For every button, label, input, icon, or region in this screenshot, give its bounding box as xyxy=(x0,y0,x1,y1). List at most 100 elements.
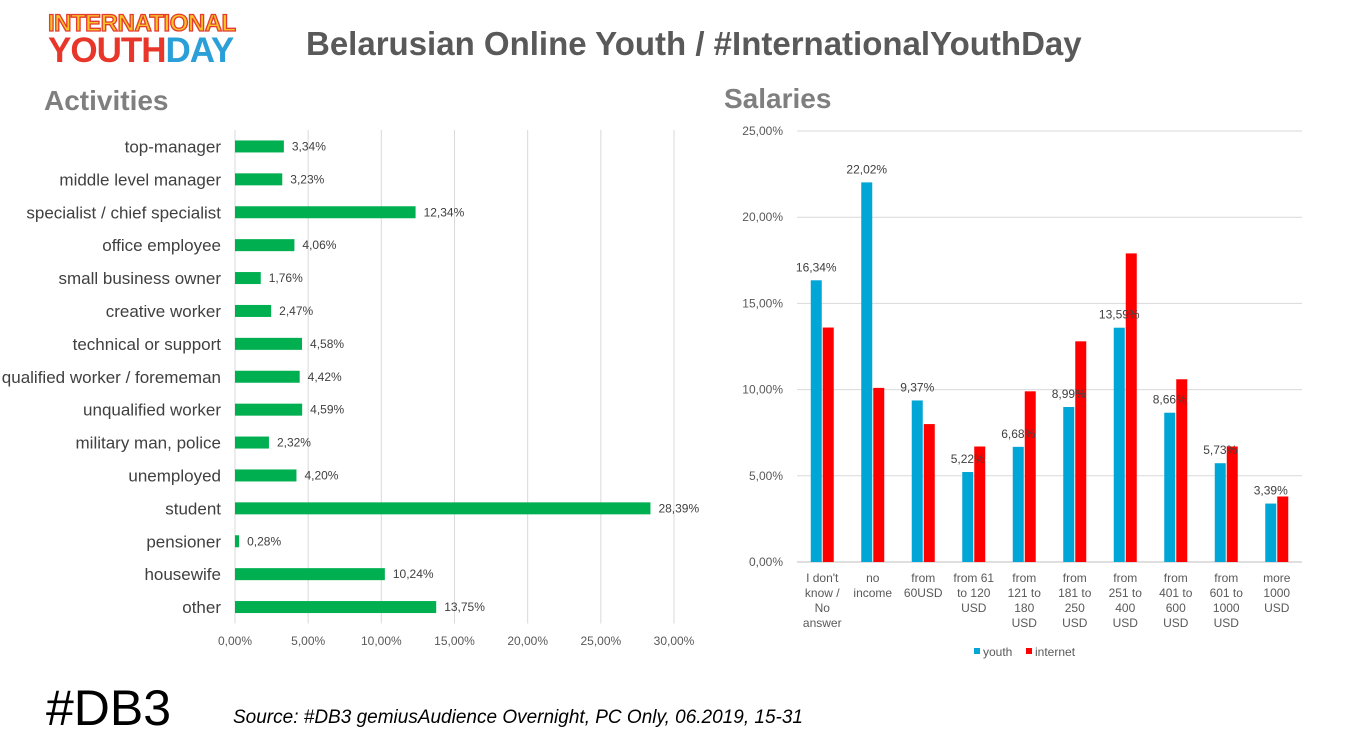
activity-value-label: 4,06% xyxy=(302,238,336,252)
salary-category-label: 400 xyxy=(1115,601,1135,615)
activity-category-label: small business owner xyxy=(58,269,221,288)
activity-category-label: unqualified worker xyxy=(83,401,221,420)
internet-bar xyxy=(822,327,834,562)
youth-value-label: 5,73% xyxy=(1203,443,1237,457)
activities-x-tick: 0,00% xyxy=(218,634,252,648)
logo-line-2: YOUTHDAY xyxy=(48,32,234,70)
activity-value-label: 3,34% xyxy=(292,139,326,153)
activity-bar xyxy=(235,239,295,252)
db3-tag: #DB3 xyxy=(46,680,172,736)
salaries-y-tick: 10,00% xyxy=(742,383,783,397)
activity-value-label: 4,58% xyxy=(310,337,344,351)
activity-value-label: 4,59% xyxy=(310,403,344,417)
source-note: Source: #DB3 gemiusAudience Overnight, P… xyxy=(233,707,803,728)
logo-line-1: INTERNATIONAL xyxy=(47,10,237,37)
youth-value-label: 9,37% xyxy=(900,380,934,394)
salary-category-label: 121 to xyxy=(1008,586,1042,600)
activity-bar xyxy=(235,436,269,449)
salary-category-label: I don't xyxy=(806,571,839,585)
salaries-y-tick: 0,00% xyxy=(749,555,783,569)
legend-internet-label: internet xyxy=(1035,645,1076,659)
salary-category-label: 60USD xyxy=(904,586,943,600)
salary-category-label: income xyxy=(853,586,892,600)
activity-category-label: technical or support xyxy=(73,335,222,354)
activity-category-label: military man, police xyxy=(76,434,222,453)
youth-value-label: 13,59% xyxy=(1099,308,1140,322)
salary-category-label: more xyxy=(1263,571,1291,585)
youth-value-label: 8,66% xyxy=(1153,393,1187,407)
salary-category-label: USD xyxy=(1264,601,1290,615)
salary-category-label: 1000 xyxy=(1263,586,1290,600)
activity-category-label: other xyxy=(182,598,221,617)
youth-bar xyxy=(962,472,974,562)
legend-youth-label: youth xyxy=(983,645,1012,659)
salaries-y-tick: 25,00% xyxy=(742,124,783,138)
activity-value-label: 2,47% xyxy=(279,304,313,318)
youth-bar xyxy=(810,280,822,562)
youth-bar xyxy=(911,400,923,562)
salary-category-label: from 61 xyxy=(953,571,994,585)
activity-bar xyxy=(235,304,272,317)
youth-bar xyxy=(1113,327,1125,562)
youth-value-label: 22,02% xyxy=(846,162,887,176)
salary-category-label: 181 to xyxy=(1058,586,1092,600)
internet-bar xyxy=(1226,446,1238,562)
activity-bar xyxy=(235,403,303,416)
activity-value-label: 2,32% xyxy=(277,436,311,450)
salary-category-label: USD xyxy=(961,601,987,615)
internet-bar xyxy=(1176,379,1188,562)
salaries-title: Salaries xyxy=(724,83,832,114)
activities-x-tick: 10,00% xyxy=(361,634,402,648)
internet-bar xyxy=(1277,496,1289,562)
salary-category-label: 250 xyxy=(1065,601,1085,615)
salary-category-label: from xyxy=(1012,571,1036,585)
activity-value-label: 1,76% xyxy=(269,271,303,285)
salaries-y-tick: 5,00% xyxy=(749,469,783,483)
internet-bar xyxy=(923,424,935,562)
activity-category-label: middle level manager xyxy=(59,170,221,189)
activity-value-label: 4,20% xyxy=(304,468,338,482)
youth-bar xyxy=(861,182,873,563)
activity-bar xyxy=(235,502,651,515)
legend-internet-swatch xyxy=(1026,648,1032,654)
salary-category-label: from xyxy=(911,571,935,585)
internet-bar xyxy=(873,387,885,562)
activity-category-label: unemployed xyxy=(128,466,221,485)
salary-category-label: 1000 xyxy=(1213,601,1240,615)
activity-category-label: housewife xyxy=(144,565,221,584)
salary-category-label: answer xyxy=(803,616,842,630)
activity-category-label: top-manager xyxy=(125,137,222,156)
internet-bar xyxy=(1075,341,1087,562)
salary-category-label: from xyxy=(1164,571,1188,585)
salary-category-label: No xyxy=(815,601,831,615)
activity-value-label: 0,28% xyxy=(247,534,281,548)
activities-x-tick: 30,00% xyxy=(654,634,695,648)
activity-value-label: 10,24% xyxy=(393,567,434,581)
activity-bar xyxy=(235,568,385,581)
activity-bar xyxy=(235,601,437,614)
salary-category-label: USD xyxy=(1163,616,1189,630)
page-title: Belarusian Online Youth / #International… xyxy=(306,25,1082,62)
activity-value-label: 12,34% xyxy=(424,205,465,219)
salary-category-label: 401 to xyxy=(1159,586,1193,600)
activity-category-label: creative worker xyxy=(106,302,222,321)
internet-bar xyxy=(974,446,986,562)
activity-value-label: 4,42% xyxy=(308,370,342,384)
activity-value-label: 28,39% xyxy=(658,501,699,515)
salary-category-label: to 120 xyxy=(957,586,991,600)
activity-category-label: specialist / chief specialist xyxy=(26,203,221,222)
youth-value-label: 8,99% xyxy=(1052,387,1086,401)
salary-category-label: USD xyxy=(1012,616,1038,630)
activity-bar xyxy=(235,469,297,482)
salary-category-label: from xyxy=(1113,571,1137,585)
salaries-y-tick: 15,00% xyxy=(742,296,783,310)
activity-category-label: qualified worker / forememan xyxy=(2,368,221,387)
salary-category-label: USD xyxy=(1214,616,1240,630)
salary-category-label: 251 to xyxy=(1109,586,1143,600)
activity-bar xyxy=(235,173,283,186)
youth-bar xyxy=(1164,412,1176,562)
youth-bar xyxy=(1214,463,1226,562)
activity-bar xyxy=(235,272,261,285)
